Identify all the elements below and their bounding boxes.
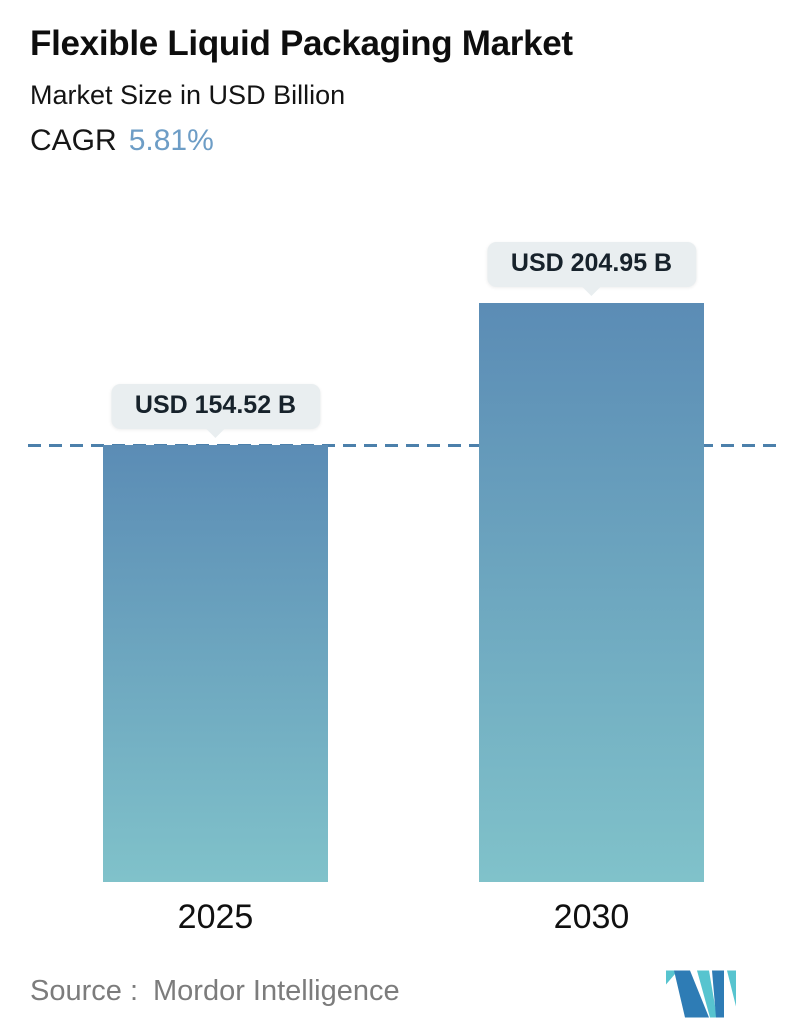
value-bubble-2030: USD 204.95 B <box>486 242 697 296</box>
bar-chart: USD 154.52 B 2025 USD 204.95 B 2030 <box>0 215 796 936</box>
value-label-2030: USD 204.95 B <box>510 249 673 277</box>
cagr-label: CAGR <box>30 124 117 157</box>
bubble-caret-icon <box>581 286 602 296</box>
source-label: Source : <box>30 974 138 1007</box>
x-axis-label-2025: 2025 <box>177 898 254 936</box>
value-label-2025: USD 154.52 B <box>134 391 297 420</box>
footer: Source : Mordor Intelligence <box>30 960 766 1022</box>
source-value: Mordor Intelligence <box>153 974 400 1007</box>
cagr-value: 5.81% <box>128 124 214 157</box>
value-bubble-2025: USD 154.52 B <box>110 384 321 439</box>
mordor-intelligence-logo-icon <box>666 970 736 1017</box>
cagr-row: CAGR 5.81% <box>30 124 573 158</box>
reference-dashed-line <box>28 444 782 448</box>
chart-header: Flexible Liquid Packaging Market Market … <box>30 24 573 158</box>
bar-2030 <box>479 303 704 882</box>
x-axis-label-2030: 2030 <box>553 898 630 936</box>
bar-2025 <box>103 445 328 882</box>
page-title: Flexible Liquid Packaging Market <box>30 24 573 63</box>
bubble-caret-icon <box>205 428 226 439</box>
chart-subtitle: Market Size in USD Billion <box>30 80 346 110</box>
source-line: Source : Mordor Intelligence <box>30 975 400 1008</box>
